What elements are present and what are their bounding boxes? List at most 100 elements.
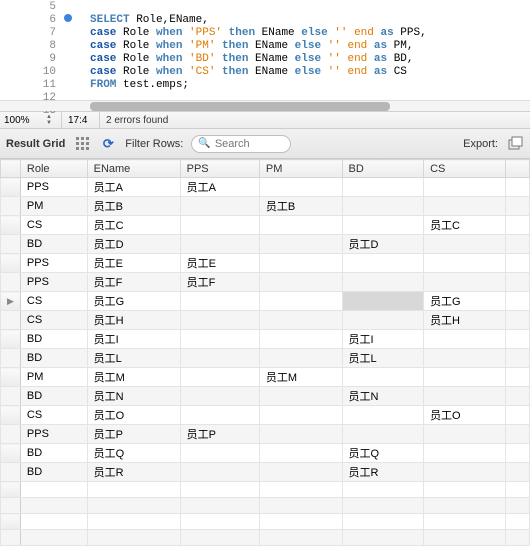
table-cell[interactable]: [180, 235, 259, 254]
table-cell[interactable]: [180, 216, 259, 235]
grid-view-icon[interactable]: [73, 135, 91, 153]
table-cell[interactable]: [342, 197, 424, 216]
table-cell[interactable]: [259, 178, 342, 197]
table-cell[interactable]: BD: [20, 387, 87, 406]
table-cell[interactable]: [342, 273, 424, 292]
table-row[interactable]: BD员工R员工R: [1, 463, 530, 482]
table-cell[interactable]: 员工B: [259, 197, 342, 216]
table-row[interactable]: PM员工M员工M: [1, 368, 530, 387]
table-cell[interactable]: 员工A: [87, 178, 180, 197]
table-cell[interactable]: 员工Q: [342, 444, 424, 463]
refresh-icon[interactable]: ⟳: [99, 135, 117, 153]
table-cell[interactable]: 员工G: [424, 292, 506, 311]
table-cell[interactable]: [342, 292, 424, 311]
scrollbar-thumb[interactable]: [90, 102, 390, 111]
table-cell[interactable]: [424, 273, 506, 292]
table-cell[interactable]: 员工L: [87, 349, 180, 368]
table-cell[interactable]: 员工F: [87, 273, 180, 292]
table-cell[interactable]: 员工P: [180, 425, 259, 444]
table-cell[interactable]: [342, 216, 424, 235]
table-row[interactable]: BD员工Q员工Q: [1, 444, 530, 463]
table-cell[interactable]: BD: [20, 463, 87, 482]
table-cell[interactable]: 员工N: [87, 387, 180, 406]
table-cell[interactable]: [424, 368, 506, 387]
table-cell[interactable]: 员工R: [87, 463, 180, 482]
table-cell[interactable]: 员工B: [87, 197, 180, 216]
column-header[interactable]: EName: [87, 160, 180, 178]
row-header[interactable]: ▶: [1, 292, 21, 311]
table-row[interactable]: BD员工I员工I: [1, 330, 530, 349]
table-cell[interactable]: 员工N: [342, 387, 424, 406]
table-cell[interactable]: 员工M: [259, 368, 342, 387]
row-header[interactable]: [1, 216, 21, 235]
table-cell[interactable]: 员工I: [87, 330, 180, 349]
table-cell[interactable]: BD: [20, 330, 87, 349]
table-cell[interactable]: PPS: [20, 425, 87, 444]
result-table[interactable]: RoleENamePPSPMBDCSPPS员工A员工APM员工B员工BCS员工C…: [0, 159, 530, 546]
export-icon[interactable]: [506, 135, 524, 153]
table-cell[interactable]: [424, 330, 506, 349]
table-row[interactable]: CS员工C员工C: [1, 216, 530, 235]
table-cell[interactable]: [342, 311, 424, 330]
row-header[interactable]: [1, 330, 21, 349]
search-box[interactable]: 🔍: [191, 135, 291, 153]
row-header[interactable]: [1, 178, 21, 197]
table-cell[interactable]: [424, 387, 506, 406]
table-cell[interactable]: 员工E: [87, 254, 180, 273]
table-cell[interactable]: [259, 463, 342, 482]
table-cell[interactable]: 员工R: [342, 463, 424, 482]
table-cell[interactable]: CS: [20, 406, 87, 425]
table-cell[interactable]: [180, 406, 259, 425]
table-cell[interactable]: [259, 292, 342, 311]
table-row[interactable]: PPS员工F员工F: [1, 273, 530, 292]
column-header[interactable]: Role: [20, 160, 87, 178]
table-cell[interactable]: 员工Q: [87, 444, 180, 463]
table-cell[interactable]: [180, 330, 259, 349]
table-cell[interactable]: [342, 368, 424, 387]
table-cell[interactable]: 员工E: [180, 254, 259, 273]
table-cell[interactable]: [342, 178, 424, 197]
table-cell[interactable]: [424, 197, 506, 216]
table-cell[interactable]: 员工I: [342, 330, 424, 349]
table-cell[interactable]: [424, 425, 506, 444]
column-header[interactable]: CS: [424, 160, 506, 178]
table-cell[interactable]: [180, 387, 259, 406]
table-cell[interactable]: [259, 273, 342, 292]
row-header[interactable]: [1, 406, 21, 425]
table-cell[interactable]: [424, 444, 506, 463]
table-cell[interactable]: 员工H: [424, 311, 506, 330]
row-header[interactable]: [1, 349, 21, 368]
table-cell[interactable]: [424, 178, 506, 197]
table-cell[interactable]: [180, 444, 259, 463]
row-header[interactable]: [1, 197, 21, 216]
table-cell[interactable]: 员工D: [342, 235, 424, 254]
table-row[interactable]: BD员工L员工L: [1, 349, 530, 368]
column-header[interactable]: BD: [342, 160, 424, 178]
table-cell[interactable]: 员工C: [87, 216, 180, 235]
table-cell[interactable]: [259, 387, 342, 406]
table-row[interactable]: BD员工N员工N: [1, 387, 530, 406]
table-cell[interactable]: [180, 197, 259, 216]
table-cell[interactable]: [342, 425, 424, 444]
row-header[interactable]: [1, 311, 21, 330]
table-cell[interactable]: 员工G: [87, 292, 180, 311]
table-cell[interactable]: [259, 406, 342, 425]
table-cell[interactable]: 员工M: [87, 368, 180, 387]
table-cell[interactable]: PPS: [20, 178, 87, 197]
editor-horizontal-scrollbar[interactable]: [0, 100, 530, 111]
table-cell[interactable]: 员工C: [424, 216, 506, 235]
table-cell[interactable]: [259, 216, 342, 235]
table-cell[interactable]: CS: [20, 292, 87, 311]
table-cell[interactable]: 员工O: [424, 406, 506, 425]
table-cell[interactable]: [424, 463, 506, 482]
table-cell[interactable]: 员工O: [87, 406, 180, 425]
table-row[interactable]: BD员工D员工D: [1, 235, 530, 254]
table-cell[interactable]: BD: [20, 235, 87, 254]
table-cell[interactable]: PPS: [20, 273, 87, 292]
table-row[interactable]: PPS员工P员工P: [1, 425, 530, 444]
table-cell[interactable]: [180, 368, 259, 387]
table-cell[interactable]: [424, 349, 506, 368]
table-row[interactable]: CS员工O员工O: [1, 406, 530, 425]
table-cell[interactable]: BD: [20, 349, 87, 368]
table-cell[interactable]: [342, 406, 424, 425]
